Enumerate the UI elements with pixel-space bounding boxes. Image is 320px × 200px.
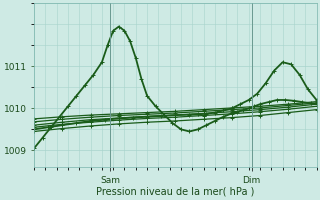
X-axis label: Pression niveau de la mer( hPa ): Pression niveau de la mer( hPa ) [96, 187, 254, 197]
